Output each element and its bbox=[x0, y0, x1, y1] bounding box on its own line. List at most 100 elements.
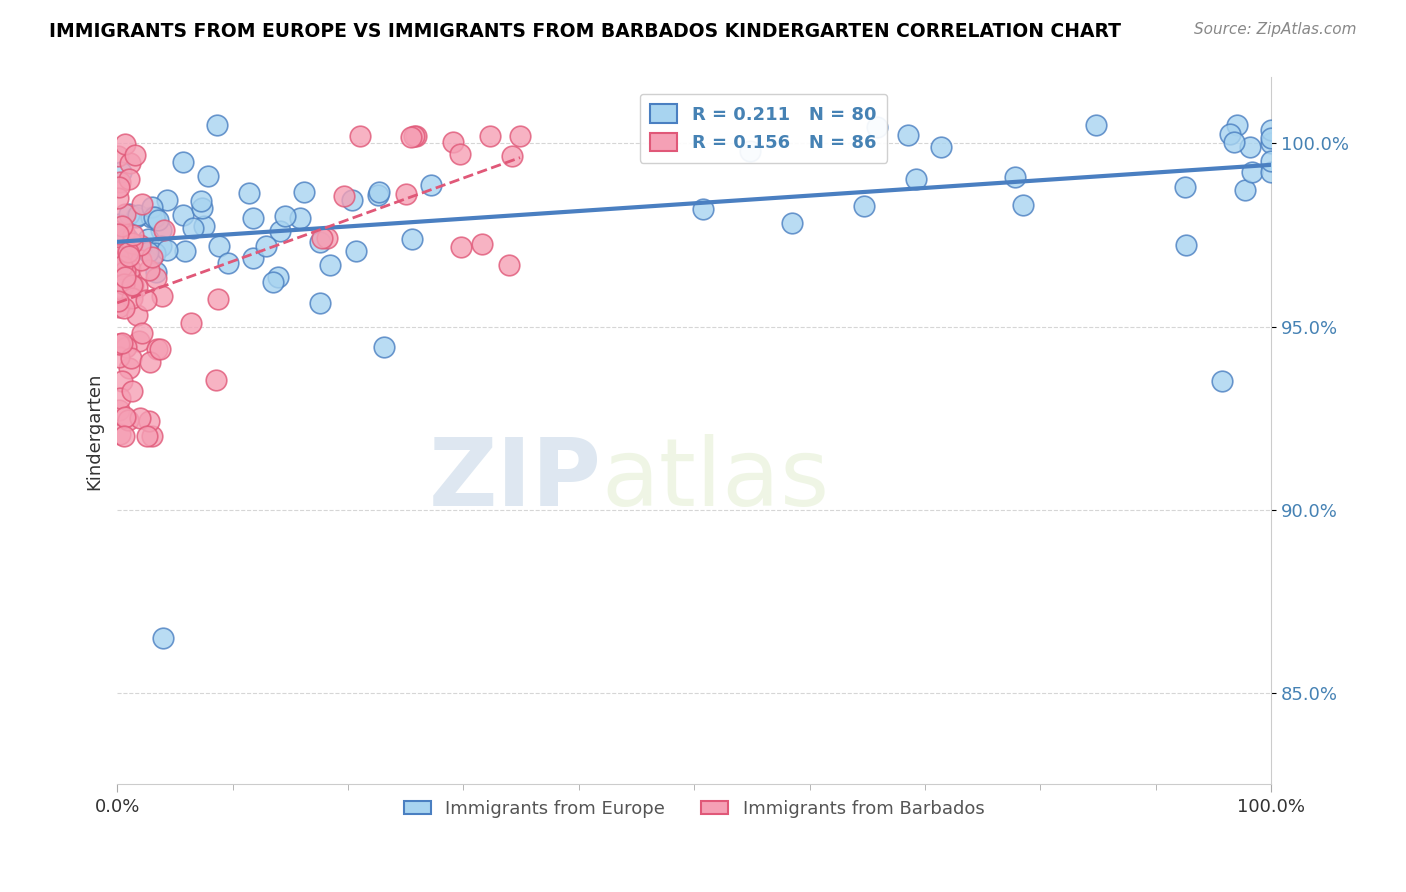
Point bbox=[117, 412, 139, 426]
Point bbox=[145, 270, 167, 285]
Point bbox=[349, 129, 371, 144]
Point bbox=[478, 129, 501, 144]
Point bbox=[129, 238, 152, 252]
Point bbox=[1219, 127, 1241, 141]
Point bbox=[114, 136, 136, 151]
Point bbox=[108, 300, 131, 314]
Point bbox=[115, 230, 138, 244]
Point bbox=[367, 185, 389, 199]
Point bbox=[110, 165, 132, 179]
Point bbox=[309, 295, 332, 310]
Point bbox=[498, 259, 520, 273]
Point bbox=[118, 261, 141, 276]
Point bbox=[692, 202, 714, 217]
Point bbox=[740, 144, 762, 158]
Point bbox=[780, 216, 803, 230]
Point bbox=[129, 253, 152, 268]
Point bbox=[112, 226, 135, 240]
Point bbox=[316, 231, 339, 245]
Point bbox=[127, 280, 149, 294]
Point bbox=[122, 278, 145, 293]
Point bbox=[111, 259, 134, 273]
Point bbox=[111, 237, 134, 252]
Point bbox=[1260, 130, 1282, 145]
Point bbox=[450, 240, 472, 254]
Point bbox=[853, 199, 876, 213]
Point bbox=[114, 410, 136, 425]
Point bbox=[156, 244, 179, 258]
Point bbox=[254, 239, 277, 253]
Point bbox=[117, 245, 139, 260]
Point bbox=[1175, 238, 1198, 252]
Point bbox=[141, 200, 163, 214]
Point bbox=[128, 334, 150, 348]
Point bbox=[1211, 374, 1233, 388]
Point bbox=[149, 342, 172, 356]
Point bbox=[115, 340, 138, 354]
Point bbox=[141, 429, 163, 443]
Point bbox=[242, 251, 264, 265]
Point bbox=[267, 269, 290, 284]
Point bbox=[242, 211, 264, 225]
Point bbox=[114, 277, 136, 291]
Point bbox=[110, 282, 132, 296]
Point bbox=[1004, 169, 1026, 184]
Point bbox=[156, 193, 179, 207]
Point bbox=[367, 188, 389, 202]
Point bbox=[340, 193, 363, 207]
Point bbox=[107, 294, 129, 309]
Point bbox=[269, 224, 291, 238]
Point bbox=[143, 246, 166, 260]
Point bbox=[238, 186, 260, 200]
Point bbox=[172, 154, 194, 169]
Point bbox=[193, 219, 215, 234]
Point bbox=[1260, 153, 1282, 168]
Point bbox=[1174, 179, 1197, 194]
Point bbox=[152, 631, 174, 645]
Point bbox=[107, 227, 129, 241]
Point bbox=[108, 175, 131, 189]
Point bbox=[344, 244, 367, 259]
Point bbox=[333, 188, 356, 202]
Point bbox=[139, 355, 162, 369]
Point bbox=[205, 374, 228, 388]
Point bbox=[1084, 118, 1107, 132]
Text: IMMIGRANTS FROM EUROPE VS IMMIGRANTS FROM BARBADOS KINDERGARTEN CORRELATION CHAR: IMMIGRANTS FROM EUROPE VS IMMIGRANTS FRO… bbox=[49, 22, 1121, 41]
Point bbox=[114, 269, 136, 284]
Point bbox=[217, 256, 239, 270]
Point bbox=[191, 202, 214, 216]
Point bbox=[120, 156, 142, 170]
Point bbox=[117, 361, 139, 376]
Point bbox=[107, 337, 129, 351]
Point bbox=[449, 146, 471, 161]
Point bbox=[273, 209, 295, 223]
Point bbox=[120, 351, 142, 365]
Text: ZIP: ZIP bbox=[429, 434, 602, 526]
Point bbox=[150, 289, 173, 303]
Point bbox=[207, 293, 229, 307]
Point bbox=[153, 222, 176, 236]
Point bbox=[121, 384, 143, 398]
Point bbox=[395, 187, 418, 202]
Point bbox=[1226, 118, 1249, 132]
Point bbox=[401, 232, 423, 246]
Point bbox=[145, 265, 167, 279]
Point bbox=[173, 244, 195, 258]
Point bbox=[121, 235, 143, 250]
Point bbox=[114, 263, 136, 277]
Point bbox=[405, 129, 427, 144]
Point bbox=[107, 260, 129, 274]
Point bbox=[143, 211, 166, 225]
Point bbox=[180, 316, 202, 330]
Point bbox=[197, 169, 219, 183]
Point bbox=[122, 227, 145, 242]
Point bbox=[118, 248, 141, 262]
Point bbox=[111, 375, 134, 389]
Point bbox=[107, 250, 129, 264]
Point bbox=[108, 217, 131, 231]
Text: atlas: atlas bbox=[602, 434, 830, 526]
Point bbox=[112, 429, 135, 443]
Point bbox=[149, 223, 172, 237]
Point bbox=[108, 391, 131, 405]
Point bbox=[108, 351, 131, 365]
